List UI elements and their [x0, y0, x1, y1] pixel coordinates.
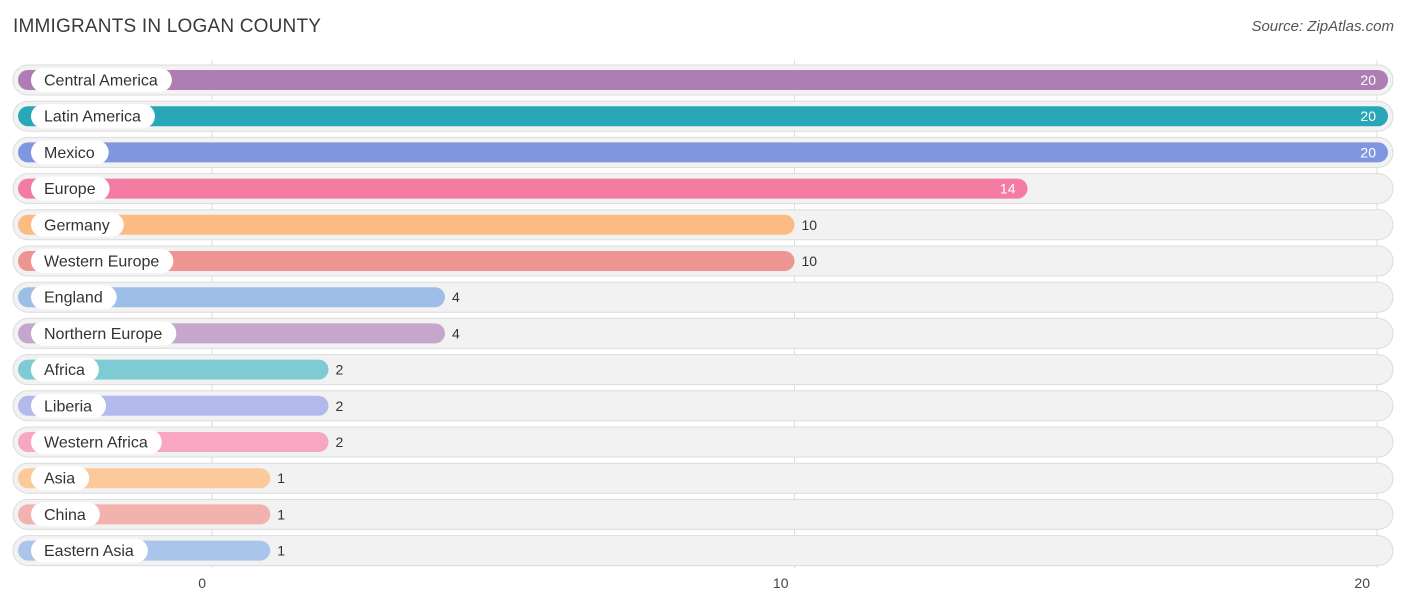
category-label: Africa	[44, 362, 85, 379]
value-label: 2	[336, 434, 344, 450]
tick-label: 20	[1354, 575, 1370, 591]
bar	[18, 106, 1388, 127]
chart-title: IMMIGRANTS IN LOGAN COUNTY	[13, 16, 322, 37]
value-label: 2	[336, 362, 344, 378]
category-pill	[31, 538, 148, 563]
bar	[18, 70, 1388, 90]
value-label: 10	[802, 253, 818, 269]
category-label: Germany	[44, 217, 110, 234]
category-label: Northern Europe	[44, 326, 162, 343]
bar-track	[12, 462, 1394, 494]
value-label: 10	[802, 217, 818, 233]
category-label: Liberia	[44, 398, 92, 415]
category-label: Europe	[44, 181, 96, 198]
value-label: 20	[1360, 72, 1376, 88]
category-pill	[31, 285, 117, 310]
category-pill	[31, 430, 162, 454]
bars: Central America 20 Latin America 20 Mexico 20…	[12, 64, 1394, 567]
category-pill	[31, 104, 155, 129]
value-label: 4	[452, 289, 460, 305]
bar-track	[12, 426, 1394, 458]
bar	[18, 142, 1388, 163]
category-label: England	[44, 290, 103, 307]
category-label: Mexico	[44, 145, 95, 162]
category-label: China	[44, 507, 86, 524]
category-pill	[31, 176, 110, 201]
bar-track	[12, 535, 1394, 567]
x-axis-ticks: 0 10 20	[198, 575, 1370, 591]
value-label: 20	[1360, 144, 1376, 160]
category-label: Western Europe	[44, 254, 159, 271]
source-credit: Source: ZipAtlas.com	[1251, 18, 1394, 35]
category-label: Latin America	[44, 109, 141, 126]
category-pill	[31, 249, 174, 273]
category-label: Asia	[44, 471, 75, 488]
category-label: Central America	[44, 73, 158, 90]
category-pill	[31, 321, 177, 346]
value-label: 20	[1360, 108, 1376, 124]
tick-label: 10	[773, 575, 789, 591]
category-pill	[31, 212, 124, 237]
value-label: 2	[336, 398, 344, 414]
value-label: 14	[1000, 181, 1016, 197]
bar	[18, 287, 445, 308]
value-label: 1	[277, 506, 285, 522]
bar	[18, 214, 795, 235]
bar-track	[12, 354, 1394, 386]
value-label: 1	[277, 470, 285, 486]
bar	[18, 178, 1028, 199]
category-pill	[31, 68, 172, 92]
value-label: 1	[277, 543, 285, 559]
bar	[18, 251, 795, 271]
category-label: Western Africa	[44, 435, 148, 452]
category-pill	[31, 357, 99, 382]
category-pill	[31, 393, 107, 418]
category-pill	[31, 140, 109, 165]
bar-track	[12, 498, 1394, 530]
bar-track	[12, 390, 1394, 422]
value-label: 4	[452, 325, 460, 341]
category-pill	[31, 502, 100, 527]
category-pill	[31, 466, 90, 491]
category-label: Eastern Asia	[44, 543, 134, 560]
tick-label: 0	[198, 575, 206, 591]
